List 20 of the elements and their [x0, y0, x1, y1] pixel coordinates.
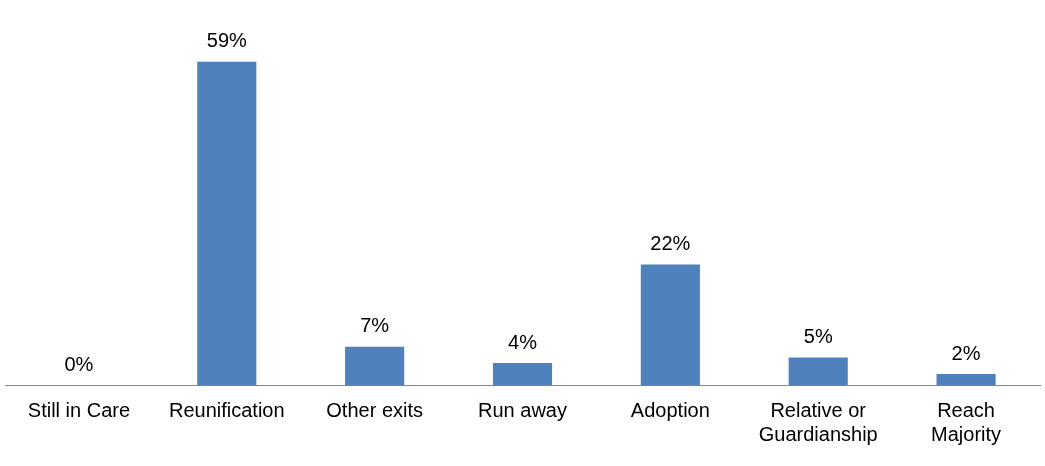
x-tick-label: Relative or Guardianship [758, 398, 878, 445]
data-label: 22% [650, 231, 691, 254]
bar [492, 363, 553, 385]
data-label: 4% [508, 330, 538, 353]
bar [197, 61, 257, 385]
x-tick-label: Run away [478, 398, 567, 421]
x-tick-label: Other exits [326, 398, 423, 421]
bar [640, 264, 700, 385]
x-tick-label: Adoption [630, 398, 710, 421]
bar [345, 346, 405, 385]
x-tick-label: Reach Majority [931, 398, 1002, 445]
x-tick-label: Still in Care [27, 398, 131, 421]
data-label: 2% [951, 341, 981, 364]
data-label: 7% [360, 314, 390, 337]
bar [936, 374, 996, 385]
bar [788, 357, 848, 385]
x-tick-label: Reunification [168, 398, 285, 421]
data-label: 59% [206, 29, 248, 52]
data-label: 0% [64, 352, 94, 375]
data-label: 5% [803, 325, 833, 348]
